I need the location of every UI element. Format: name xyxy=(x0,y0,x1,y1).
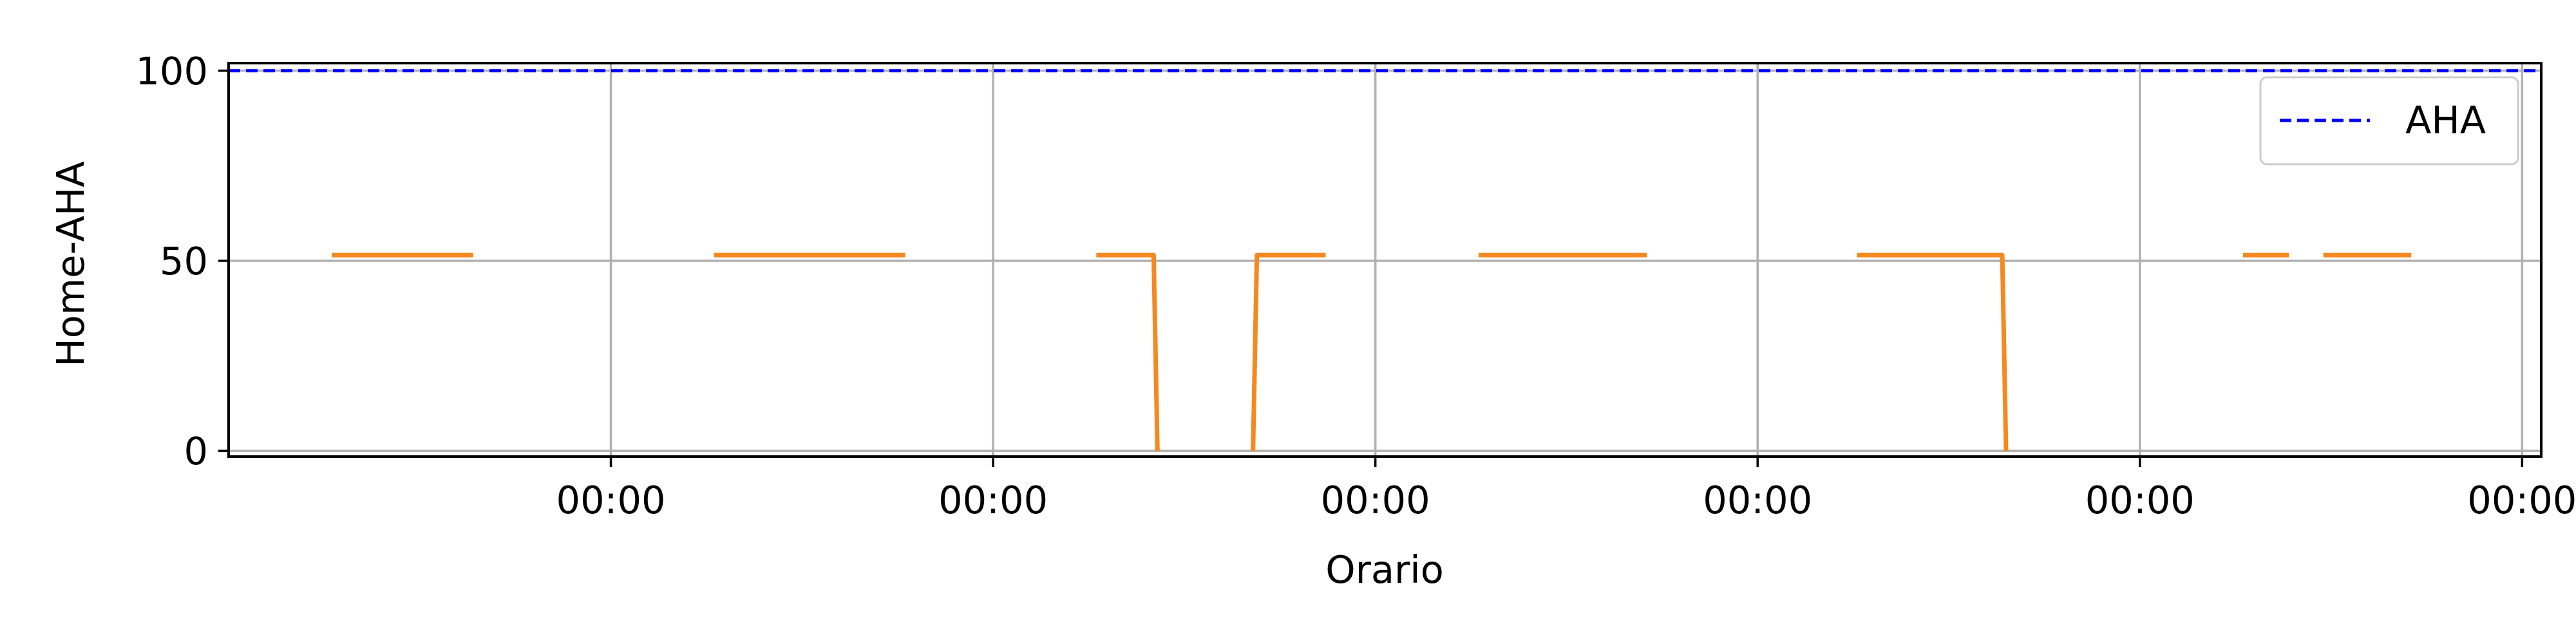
series-layer xyxy=(229,69,2541,451)
x-tick-label: 00:00 xyxy=(556,478,666,522)
x-tick-label: 00:00 xyxy=(1321,478,1430,522)
series-activity-segment xyxy=(1251,252,1326,451)
y-tick-label: 0 xyxy=(184,429,208,473)
series-activity-segment xyxy=(1857,252,2009,451)
legend: AHA xyxy=(2259,76,2519,166)
legend-box xyxy=(2259,76,2519,166)
legend-entry-aha: AHA xyxy=(2405,98,2486,142)
tick-layer: 00:00 00:00 00:00 00:00 00:00 00:00 0 50 100 xyxy=(135,49,2576,522)
series-activity-segment xyxy=(1096,252,1160,451)
x-tick-label: 00:00 xyxy=(2085,478,2195,522)
grid-layer xyxy=(229,63,2541,457)
x-axis-label: Orario xyxy=(1325,547,1444,592)
x-tick-label: 00:00 xyxy=(1703,478,1812,522)
y-tick-label: 50 xyxy=(160,239,208,283)
x-tick-label: 00:00 xyxy=(938,478,1048,522)
x-tick-label: 00:00 xyxy=(2467,478,2576,522)
y-tick-label: 100 xyxy=(135,49,208,93)
y-axis-label: Home-AHA xyxy=(48,161,93,366)
